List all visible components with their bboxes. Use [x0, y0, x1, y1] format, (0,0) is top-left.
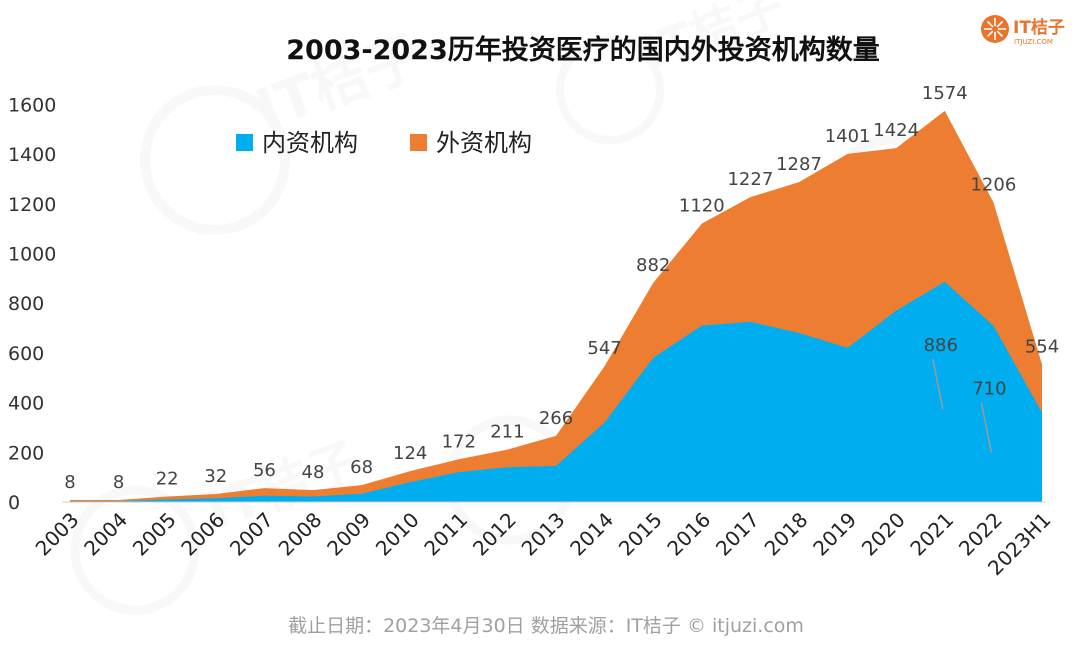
total-data-label: 882 [636, 255, 670, 276]
total-data-label: 22 [156, 469, 179, 490]
y-tick-label: 200 [8, 442, 44, 464]
y-tick-label: 1400 [8, 144, 56, 166]
x-tick-label: 2005 [128, 508, 181, 561]
footer-source: 截止日期：2023年4月30日 数据来源：IT桔子 © itjuzi.com [288, 615, 804, 637]
total-data-label: 8 [113, 472, 124, 493]
total-data-label: 211 [490, 422, 524, 443]
logo-text: IT桔子 [1013, 17, 1065, 38]
y-tick-label: 600 [8, 343, 44, 365]
total-data-label: 547 [587, 338, 621, 359]
x-tick-label: 2015 [614, 508, 667, 561]
legend-label-domestic: 内资机构 [262, 129, 358, 157]
watermark-circle [140, 85, 290, 235]
legend-swatch-foreign [410, 134, 427, 151]
y-tick-label: 1000 [8, 244, 56, 266]
legend-label-foreign: 外资机构 [436, 129, 532, 157]
total-data-label: 1120 [679, 196, 725, 217]
x-tick-label: 2017 [711, 508, 764, 561]
total-data-label: 1227 [727, 169, 773, 190]
logo-subtext: ITJUZI.COM [1014, 38, 1053, 46]
total-data-label: 1401 [825, 126, 871, 147]
total-data-label: 124 [393, 443, 427, 464]
total-data-label: 48 [302, 462, 325, 483]
x-tick-label: 2014 [565, 508, 618, 561]
y-axis: 0 200 400 600 800 1000 1200 1400 1600 [8, 94, 56, 514]
series-area-domestic [70, 281, 1042, 502]
total-data-label: 68 [350, 457, 373, 478]
y-tick-label: 1200 [8, 194, 56, 216]
y-tick-label: 1600 [8, 94, 56, 116]
total-data-label: 1424 [873, 120, 919, 141]
total-data-label: 1287 [776, 154, 822, 175]
plot-areas [70, 110, 1042, 503]
watermark-circle [70, 485, 200, 615]
inner-data-label: 710 [972, 379, 1006, 400]
legend: 内资机构 外资机构 [236, 129, 532, 157]
total-data-label: 8 [64, 472, 75, 493]
y-tick-label: 400 [8, 393, 44, 415]
x-tick-label: 2021 [905, 508, 958, 561]
inner-data-label: 886 [924, 335, 958, 356]
x-tick-label: 2010 [371, 508, 424, 561]
total-data-label: 172 [442, 431, 476, 452]
total-data-label: 1574 [922, 83, 968, 104]
x-tick-label: 2018 [760, 508, 813, 561]
x-tick-label: 2016 [662, 508, 715, 561]
total-data-label: 32 [204, 466, 227, 487]
total-data-label: 56 [253, 460, 276, 481]
orange-logo-core [992, 26, 998, 32]
total-data-label: 1206 [970, 174, 1016, 195]
total-data-label: 554 [1025, 336, 1059, 357]
y-tick-label: 0 [8, 492, 20, 514]
y-tick-label: 800 [8, 293, 44, 315]
leader-line [932, 358, 944, 409]
watermark-circle [556, 36, 664, 144]
x-tick-label: 2009 [322, 508, 375, 561]
x-tick-label: 2019 [808, 508, 861, 561]
leader-line [980, 402, 993, 453]
x-tick-label: 2020 [857, 508, 910, 561]
legend-swatch-domestic [236, 134, 253, 151]
brand-logo: IT桔子 ITJUZI.COM [981, 15, 1065, 46]
chart-title: 2003-2023历年投资医疗的国内外投资机构数量 [286, 34, 880, 66]
total-data-label: 266 [539, 408, 573, 429]
